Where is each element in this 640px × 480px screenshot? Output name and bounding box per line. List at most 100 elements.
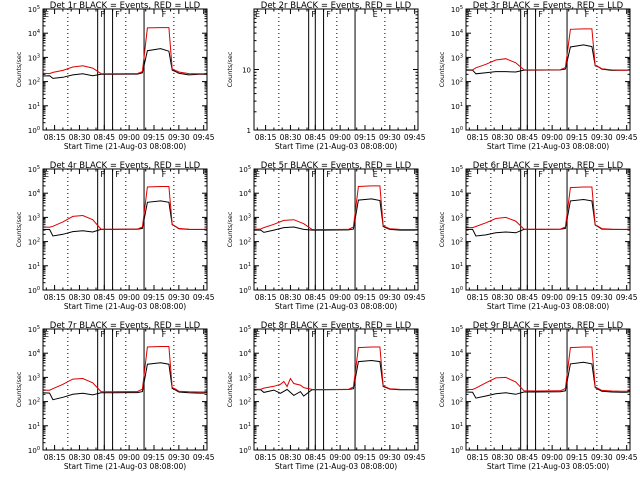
y-tick-exponent: 1: [460, 262, 463, 268]
flag-label: F: [115, 330, 120, 339]
detector-panel-7: Det 7r BLACK = Events, RED = LLD Start Ti…: [15, 321, 215, 471]
x-axis-label: Start Time (21-Aug-03 08:08:00): [275, 462, 397, 471]
y-tick-base: 10: [28, 166, 37, 174]
lld-series-line: [254, 185, 419, 231]
flag-label: E: [467, 10, 472, 19]
y-tick-exponent: 1: [37, 102, 40, 108]
x-tick-label: 08:15: [255, 133, 277, 142]
x-tick-label: 09:15: [354, 453, 376, 462]
y-tick-label: 101: [28, 422, 40, 431]
y-tick-label: 104: [28, 29, 40, 38]
y-tick-label: 103: [239, 373, 251, 382]
x-tick-label: 09:00: [541, 133, 563, 142]
y-tick-label: 103: [28, 213, 40, 222]
x-axis-label: Start Time (21-Aug-03 08:08:00): [275, 142, 397, 151]
flag-label: F: [585, 10, 590, 19]
y-tick-label: 101: [451, 262, 463, 271]
y-tick-label: 102: [239, 238, 251, 247]
y-tick-exponent: 3: [460, 53, 463, 59]
y-tick-label: 105: [28, 5, 40, 14]
flag-label: F: [523, 330, 528, 339]
flag-label: E: [44, 10, 49, 19]
x-tick-label: 09:45: [616, 293, 638, 302]
y-tick-base: 10: [451, 54, 460, 62]
detector-panel-4: Det 4r BLACK = Events, RED = LLD Start Ti…: [15, 161, 215, 311]
panel-title: Det 4r BLACK = Events, RED = LLD: [50, 161, 201, 171]
y-tick-label: 105: [451, 325, 463, 334]
flag-label: F: [538, 170, 543, 179]
y-tick-base: 10: [451, 103, 460, 111]
y-tick-exponent: 4: [37, 349, 40, 355]
y-axis-label: Counts/sec: [438, 211, 446, 247]
flag-label: F: [585, 170, 590, 179]
x-tick-label: 09:30: [168, 293, 190, 302]
x-tick-label: 09:15: [354, 293, 376, 302]
flag-label: F: [311, 10, 316, 19]
x-tick-label: 09:30: [168, 133, 190, 142]
x-tick-label: 08:15: [44, 453, 66, 462]
x-tick-label: 09:15: [143, 453, 165, 462]
y-tick-label: 100: [451, 126, 463, 135]
y-tick-base: 10: [239, 374, 248, 382]
x-tick-label: 09:30: [591, 133, 613, 142]
flag-label: E: [44, 330, 49, 339]
y-tick-base: 10: [239, 166, 248, 174]
y-tick-exponent: 0: [460, 446, 463, 452]
y-tick-base: 10: [239, 447, 248, 455]
panel-title: Det 7r BLACK = Events, RED = LLD: [50, 321, 201, 331]
flag-label: F: [162, 170, 167, 179]
y-tick-exponent: 3: [248, 213, 251, 219]
x-tick-label: 09:15: [566, 453, 588, 462]
y-tick-base: 10: [28, 263, 37, 271]
panel-title: Det 8r BLACK = Events, RED = LLD: [261, 321, 412, 331]
y-tick-base: 10: [239, 263, 248, 271]
x-tick-label: 08:30: [280, 293, 302, 302]
x-tick-label: 08:15: [467, 453, 489, 462]
y-tick-base: 10: [451, 263, 460, 271]
x-axis-label: Start Time (21-Aug-03 08:08:00): [275, 302, 397, 311]
x-axis-label: Start Time (21-Aug-03 08:08:00): [64, 462, 186, 471]
y-tick-exponent: 4: [248, 189, 251, 195]
y-tick-label: 105: [239, 165, 251, 174]
x-tick-label: 08:15: [255, 453, 277, 462]
plot-frame: [42, 8, 208, 131]
y-tick-exponent: 0: [37, 126, 40, 132]
y-tick-base: 10: [239, 326, 248, 334]
x-tick-label: 09:30: [591, 453, 613, 462]
y-tick-exponent: 5: [37, 325, 40, 331]
flag-label: F: [538, 330, 543, 339]
detector-panel-9: Det 9r BLACK = Events, RED = LLD Start Ti…: [438, 321, 638, 471]
y-tick-exponent: 1: [37, 422, 40, 428]
y-tick-exponent: 5: [37, 165, 40, 171]
y-tick-label: 104: [451, 189, 463, 198]
y-tick-exponent: 5: [248, 165, 251, 171]
y-tick-exponent: 4: [460, 189, 463, 195]
y-tick-label: 102: [451, 398, 463, 407]
x-tick-label: 08:45: [93, 453, 115, 462]
y-tick-base: 10: [28, 103, 37, 111]
flag-label: E: [467, 330, 472, 339]
plot-frame: [465, 168, 631, 291]
y-tick-exponent: 2: [460, 78, 463, 84]
x-tick-label: 09:45: [404, 293, 426, 302]
y-tick-base: 10: [28, 287, 37, 295]
flag-label: E: [44, 170, 49, 179]
panel-title: Det 5r BLACK = Events, RED = LLD: [261, 161, 412, 171]
x-tick-label: 09:45: [616, 133, 638, 142]
y-tick-label: 105: [451, 5, 463, 14]
x-axis-label: Start Time (21-Aug-03 08:05:00): [487, 462, 609, 471]
y-tick-label: 102: [239, 398, 251, 407]
y-tick-exponent: 1: [460, 422, 463, 428]
y-axis-label: Counts/sec: [15, 371, 23, 407]
y-tick-exponent: 1: [248, 422, 251, 428]
events-series-line: [42, 48, 208, 79]
x-axis-label: Start Time (21-Aug-03 08:08:00): [487, 302, 609, 311]
y-tick-base: 10: [28, 399, 37, 407]
y-tick-exponent: 3: [248, 373, 251, 379]
detector-panel-8: Det 8r BLACK = Events, RED = LLD Start Ti…: [226, 321, 426, 471]
flag-label: F: [326, 10, 331, 19]
x-tick-label: 09:15: [566, 293, 588, 302]
panel-title: Det 6r BLACK = Events, RED = LLD: [473, 161, 624, 171]
plot-frame: [42, 168, 208, 291]
y-tick-base: 10: [28, 374, 37, 382]
